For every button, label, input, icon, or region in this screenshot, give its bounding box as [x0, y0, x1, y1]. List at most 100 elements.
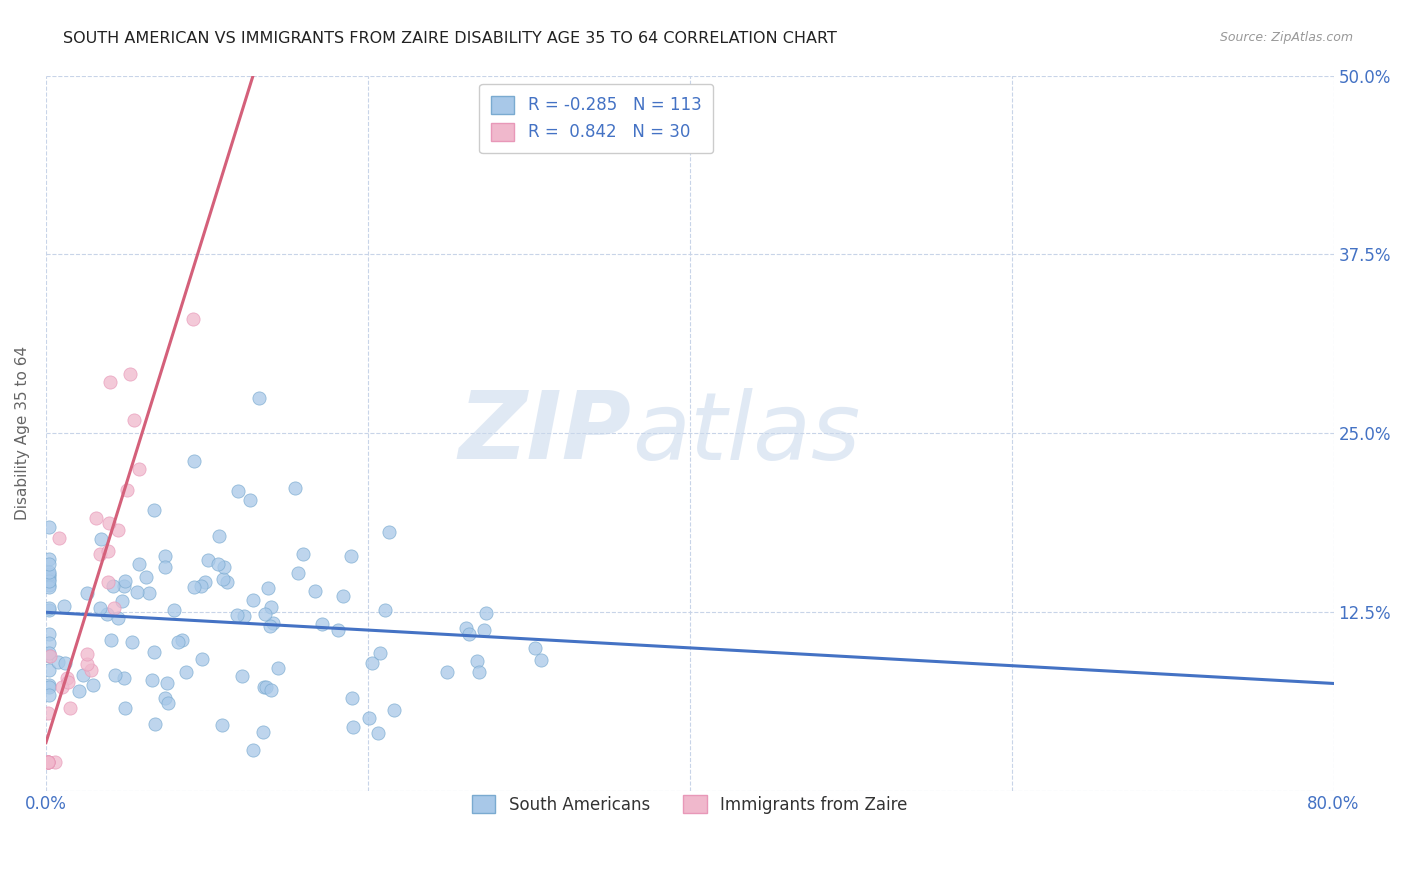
Point [103, 601, 125, 615]
Point [465, 653, 488, 667]
Point [37, 755, 59, 769]
Point [37, 755, 59, 769]
Point [183, 580, 205, 594]
Point [475, 606, 498, 620]
Point [357, 711, 380, 725]
Point [284, 481, 307, 495]
Point [59, 701, 82, 715]
Point [51, 680, 73, 694]
Point [342, 720, 364, 734]
Point [38, 569, 60, 583]
Point [181, 311, 204, 326]
Point [212, 560, 235, 574]
Point [38, 646, 60, 660]
Point [436, 665, 458, 679]
Point [104, 668, 127, 682]
Point [38, 558, 60, 572]
Point [456, 621, 478, 635]
Point [360, 656, 382, 670]
Point [97, 544, 120, 558]
Point [38, 602, 60, 616]
Point [38, 688, 60, 702]
Point [38, 574, 60, 588]
Point [342, 690, 364, 705]
Point [48, 531, 70, 545]
Point [38, 519, 60, 533]
Point [69, 683, 91, 698]
Point [253, 680, 276, 694]
Point [262, 616, 284, 631]
Point [46, 655, 69, 669]
Point [239, 492, 262, 507]
Point [38, 580, 60, 594]
Point [107, 523, 129, 537]
Point [127, 584, 149, 599]
Point [38, 577, 60, 591]
Point [232, 609, 254, 624]
Point [457, 626, 479, 640]
Point [368, 646, 391, 660]
Point [107, 610, 129, 624]
Point [128, 461, 150, 475]
Point [37, 755, 59, 769]
Point [97, 575, 120, 590]
Point [37, 755, 59, 769]
Point [326, 623, 349, 637]
Point [143, 645, 166, 659]
Point [259, 619, 281, 633]
Point [38, 678, 60, 692]
Point [193, 574, 215, 589]
Point [121, 635, 143, 649]
Point [382, 703, 405, 717]
Point [156, 676, 179, 690]
Point [143, 717, 166, 731]
Point [254, 680, 277, 694]
Point [163, 603, 186, 617]
Point [523, 641, 546, 656]
Point [89, 547, 111, 561]
Point [122, 413, 145, 427]
Point [211, 718, 233, 732]
Point [252, 724, 274, 739]
Point [115, 483, 138, 497]
Point [242, 743, 264, 757]
Point [215, 575, 238, 590]
Point [197, 553, 219, 567]
Point [260, 682, 283, 697]
Point [291, 547, 314, 561]
Point [339, 549, 361, 563]
Point [82, 678, 104, 692]
Point [231, 669, 253, 683]
Point [89, 601, 111, 615]
Point [167, 635, 190, 649]
Point [90, 532, 112, 546]
Point [118, 368, 141, 382]
Point [135, 570, 157, 584]
Point [98, 376, 121, 390]
Point [176, 665, 198, 680]
Point [212, 572, 235, 586]
Point [38, 649, 60, 664]
Point [38, 663, 60, 677]
Point [114, 574, 136, 589]
Point [37, 755, 59, 769]
Point [38, 567, 60, 582]
Point [114, 579, 136, 593]
Point [80, 663, 103, 677]
Point [208, 529, 231, 543]
Point [72, 668, 94, 682]
Point [38, 572, 60, 586]
Point [76, 657, 98, 671]
Point [304, 583, 326, 598]
Point [207, 558, 229, 572]
Point [76, 648, 98, 662]
Point [111, 593, 134, 607]
Point [311, 616, 333, 631]
Point [84, 511, 107, 525]
Point [226, 608, 249, 623]
Point [53, 657, 76, 671]
Point [38, 681, 60, 695]
Y-axis label: Disability Age 35 to 64: Disability Age 35 to 64 [15, 346, 30, 520]
Point [44, 755, 66, 769]
Point [101, 579, 124, 593]
